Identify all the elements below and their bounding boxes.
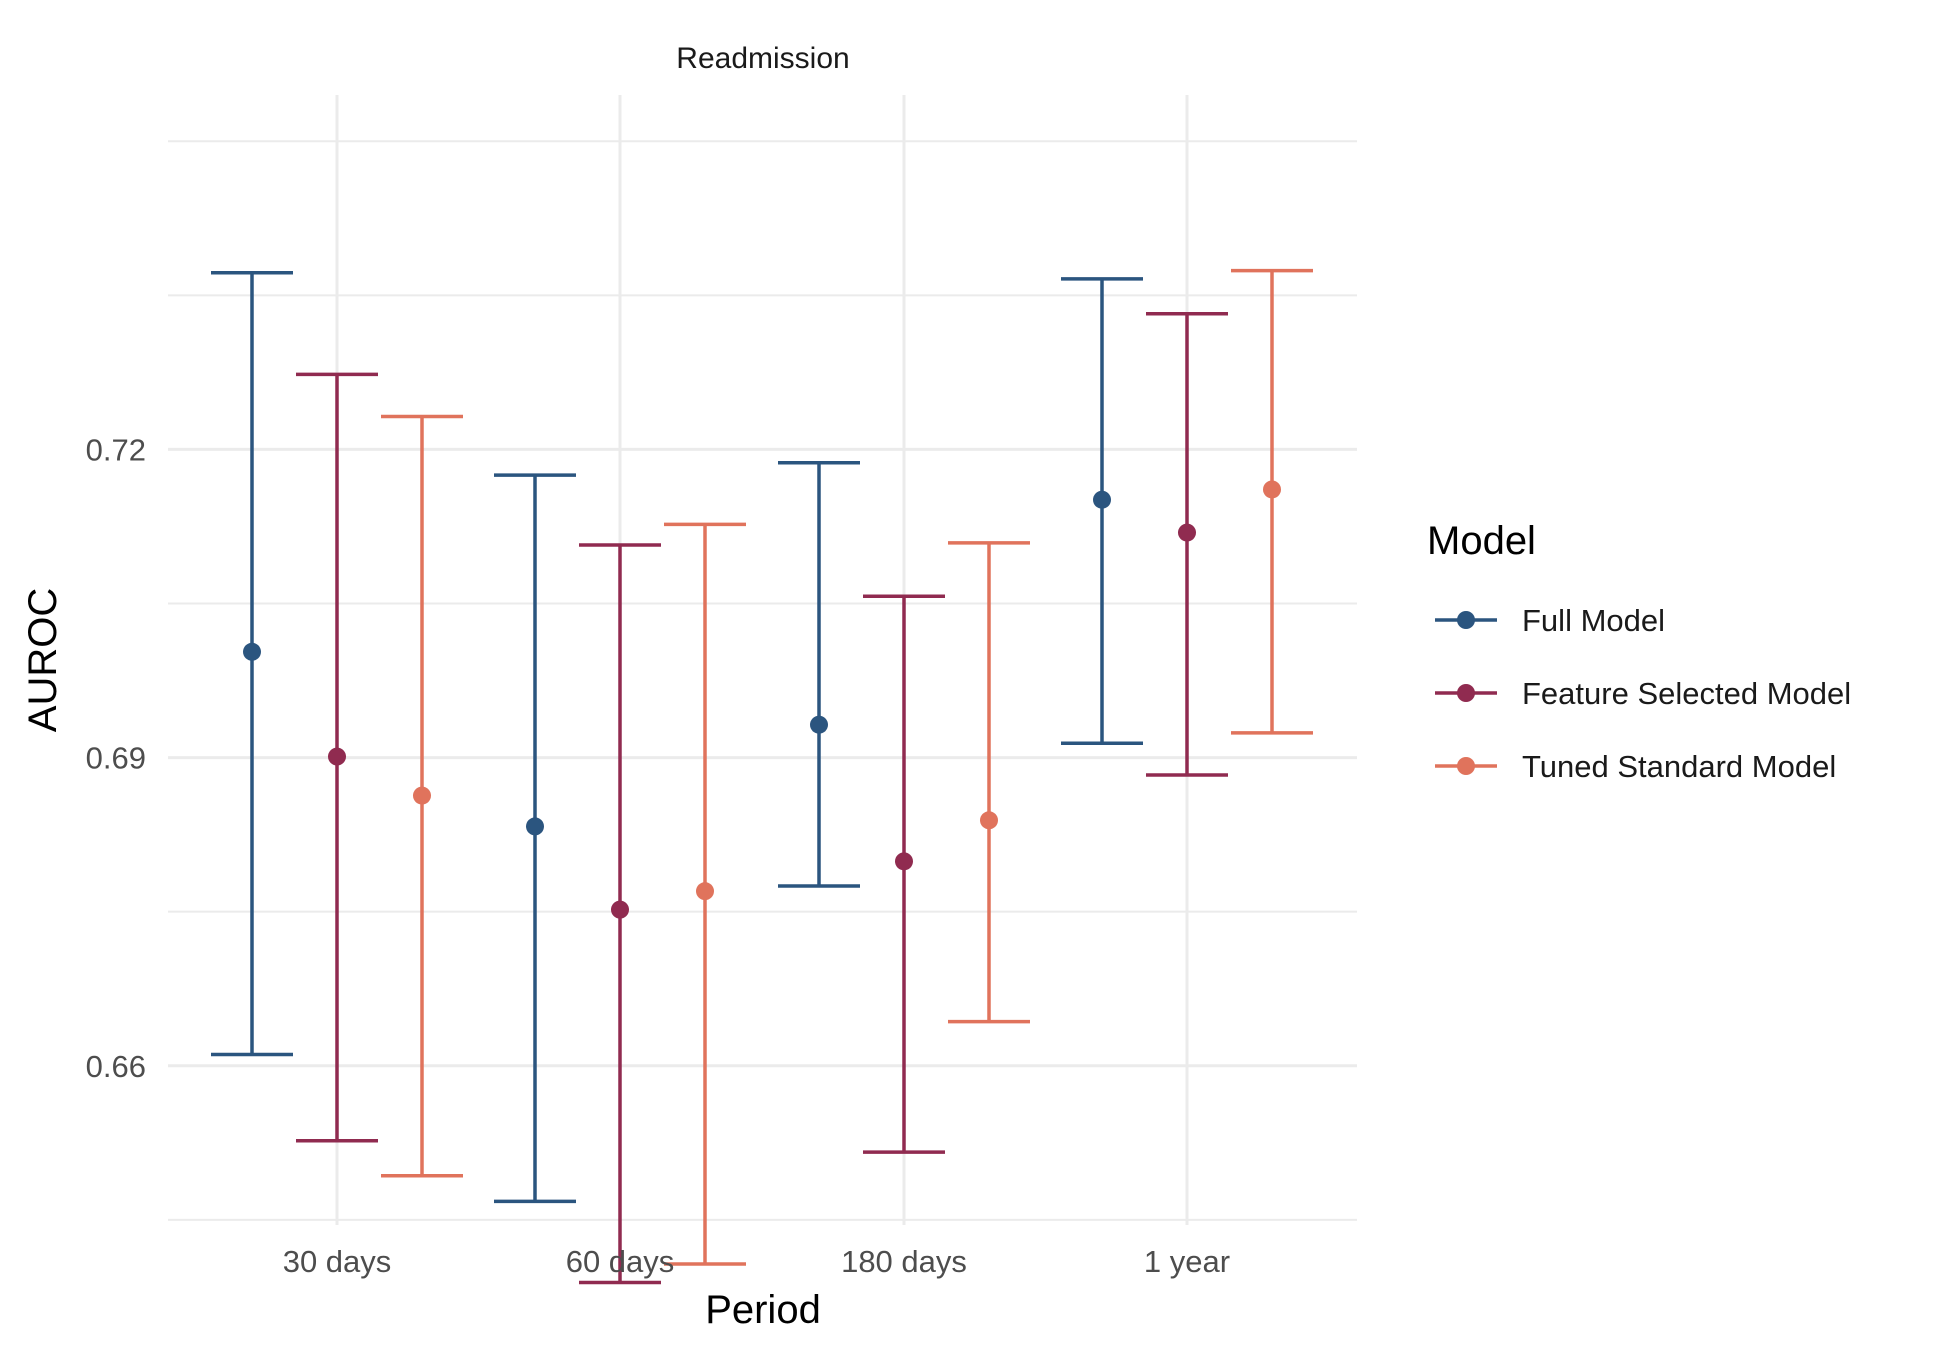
x-tick-label: 60 days <box>566 1244 675 1279</box>
data-point <box>980 811 998 830</box>
x-axis-title: Period <box>705 1288 821 1332</box>
legend-key-point <box>1457 611 1475 629</box>
data-point <box>328 747 346 766</box>
y-tick-label: 0.72 <box>86 432 146 467</box>
data-point <box>895 852 913 871</box>
legend-key-point <box>1457 684 1475 702</box>
error-bars <box>211 268 1313 1285</box>
y-axis-title: AUROC <box>21 588 65 732</box>
y-tick-label: 0.66 <box>86 1049 146 1084</box>
series-2 <box>381 268 1313 1266</box>
legend-item: Feature Selected Model <box>1435 676 1851 711</box>
data-point <box>526 817 544 836</box>
series-0 <box>211 270 1143 1204</box>
legend-label: Feature Selected Model <box>1522 676 1851 711</box>
data-point <box>1093 490 1111 509</box>
x-axis-ticks: 30 days 60 days 180 days 1 year <box>283 1244 1230 1279</box>
data-point <box>611 900 629 919</box>
x-tick-label: 180 days <box>841 1244 967 1279</box>
y-axis-ticks: 0.66 0.69 0.72 <box>86 432 146 1083</box>
data-point <box>1263 480 1281 499</box>
legend-item: Tuned Standard Model <box>1435 749 1836 784</box>
legend-item: Full Model <box>1435 603 1665 638</box>
series-1 <box>296 312 1228 1285</box>
legend-title: Model <box>1427 519 1536 563</box>
x-tick-label: 1 year <box>1144 1244 1230 1279</box>
grid-major <box>168 95 1357 1225</box>
x-tick-label: 30 days <box>283 1244 392 1279</box>
data-point <box>696 882 714 901</box>
legend-label: Tuned Standard Model <box>1522 749 1836 784</box>
legend-label: Full Model <box>1522 603 1665 638</box>
legend-key-point <box>1457 757 1475 775</box>
grid-minor <box>168 140 1357 1221</box>
legend: Model Full Model Feature Selected Model Tu… <box>1427 519 1851 784</box>
data-point <box>243 642 261 661</box>
data-point <box>413 786 431 805</box>
data-point <box>1178 523 1196 542</box>
chart-title: Readmission <box>676 42 849 75</box>
y-tick-label: 0.69 <box>86 741 146 776</box>
data-point <box>810 715 828 734</box>
